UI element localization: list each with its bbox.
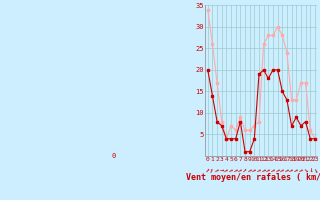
Text: 0: 0 [112, 153, 116, 159]
Text: →: → [260, 167, 267, 174]
Text: →: → [265, 167, 271, 174]
Text: →: → [270, 167, 276, 174]
Text: →: → [256, 167, 262, 174]
Text: →: → [214, 167, 220, 174]
Text: →: → [251, 167, 258, 174]
Text: →: → [302, 167, 309, 174]
Text: →: → [209, 167, 216, 173]
Text: →: → [228, 167, 234, 174]
Text: →: → [241, 167, 249, 174]
Text: →: → [233, 167, 239, 174]
Text: →: → [223, 167, 229, 174]
Text: →: → [284, 167, 290, 174]
Text: →: → [307, 167, 313, 171]
Text: →: → [237, 167, 244, 174]
X-axis label: Vent moyen/en rafales ( km/h ): Vent moyen/en rafales ( km/h ) [186, 174, 320, 182]
Text: →: → [275, 167, 281, 174]
Text: →: → [298, 167, 304, 174]
Text: →: → [288, 167, 295, 174]
Text: →: → [311, 167, 318, 173]
Text: →: → [220, 167, 224, 173]
Text: →: → [246, 167, 253, 174]
Text: →: → [279, 167, 285, 174]
Text: →: → [204, 167, 212, 174]
Text: →: → [293, 167, 300, 174]
